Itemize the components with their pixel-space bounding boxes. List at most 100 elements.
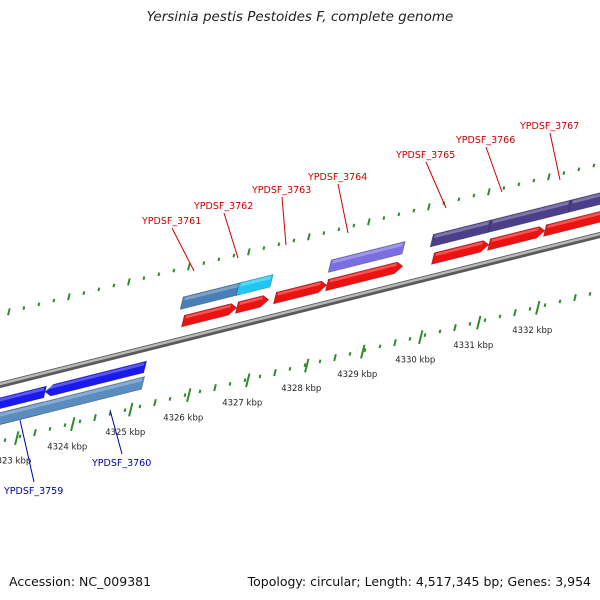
gene-label-YPDSF_3763: YPDSF_3763 — [251, 185, 311, 196]
leader-line-YPDSF_3765 — [425, 161, 447, 209]
cog-block-YPDSF_3764 — [327, 240, 406, 273]
scale-tick-label: 4323 kbp — [0, 456, 31, 466]
inner-tick-mark — [588, 291, 592, 296]
inner-tick-mark — [528, 306, 532, 311]
inner-tick-mark — [18, 434, 22, 439]
scale-major-tick — [418, 330, 424, 345]
inner-tick-mark — [273, 369, 277, 377]
gene-label-YPDSF_3759: YPDSF_3759 — [3, 486, 63, 497]
outer-tick-mark — [22, 306, 26, 311]
inner-tick-mark — [123, 408, 127, 413]
outer-tick-mark — [52, 298, 56, 303]
inner-tick-mark — [228, 381, 232, 386]
outer-tick-mark — [517, 182, 521, 187]
inner-tick-mark — [48, 426, 52, 431]
scale-tick-label: 4331 kbp — [453, 341, 493, 351]
inner-tick-mark — [93, 414, 97, 422]
outer-tick-mark — [112, 283, 116, 288]
inner-tick-mark — [408, 336, 412, 341]
inner-tick-mark — [198, 389, 202, 394]
outer-tick-mark — [487, 188, 491, 196]
inner-tick-mark — [333, 354, 337, 362]
cds-arrow-YPDSF_3760 — [44, 360, 148, 397]
outer-tick-mark — [337, 227, 341, 232]
outer-tick-mark — [7, 308, 11, 316]
outer-tick-mark — [172, 268, 176, 273]
outer-tick-mark — [352, 223, 356, 228]
outer-tick-mark — [232, 253, 236, 258]
outer-tick-mark — [457, 197, 461, 202]
scale-tick-label: 4329 kbp — [337, 370, 377, 380]
inner-tick-mark — [213, 384, 217, 392]
outer-tick-mark — [37, 302, 41, 307]
inner-tick-mark — [183, 393, 187, 398]
scale-major-tick — [70, 417, 76, 432]
scale-major-tick — [304, 358, 310, 373]
inner-tick-mark — [468, 321, 472, 326]
outer-tick-mark — [547, 173, 551, 181]
outer-tick-mark — [187, 263, 191, 271]
cog-block-YPDSF_3760 — [0, 376, 146, 425]
outer-tick-mark — [67, 293, 71, 301]
inner-tick-mark — [63, 423, 67, 428]
outer-tick-mark — [82, 291, 86, 296]
inner-tick-mark — [303, 363, 307, 368]
inner-tick-mark — [513, 309, 517, 317]
gene-label-YPDSF_3760: YPDSF_3760 — [91, 458, 151, 469]
inner-tick-mark — [453, 324, 457, 332]
scale-tick-label: 4332 kbp — [512, 326, 552, 336]
inner-tick-mark — [258, 374, 262, 379]
gene-label-YPDSF_3761: YPDSF_3761 — [141, 216, 201, 227]
backbone-rail-inner — [0, 232, 600, 386]
inner-tick-mark — [168, 396, 172, 401]
outer-tick-mark — [577, 167, 581, 172]
outer-tick-mark — [157, 272, 161, 277]
leader-line-YPDSF_3760 — [109, 409, 123, 455]
gene-label-YPDSF_3766: YPDSF_3766 — [455, 135, 515, 146]
cog-feature-track — [0, 192, 600, 425]
inner-tick-mark — [483, 318, 487, 323]
outer-tick-mark — [502, 186, 506, 191]
cds-arrow-YPDSF_3766 — [486, 226, 546, 251]
outer-tick-mark — [97, 287, 101, 292]
cds-arrow-YPDSF_3762 — [234, 295, 270, 314]
scale-tick-label: 4324 kbp — [47, 442, 87, 452]
outer-tick-mark — [427, 203, 431, 211]
cog-block-YPDSF_3767 — [567, 192, 600, 213]
cds-arrow-YPDSF_3767 — [542, 211, 600, 237]
inner-tick-mark — [543, 303, 547, 308]
gene-label-YPDSF_3767: YPDSF_3767 — [519, 121, 579, 132]
leader-line-YPDSF_3759 — [19, 419, 35, 483]
cog-block-YPDSF_3762 — [235, 273, 274, 296]
inner-tick-mark — [393, 339, 397, 347]
leader-line-YPDSF_3764 — [337, 183, 349, 234]
inner-tick-mark — [243, 378, 247, 383]
outer-tick-mark — [127, 278, 131, 286]
leader-line-YPDSF_3762 — [223, 212, 239, 259]
scale-major-tick — [535, 300, 541, 315]
leader-line-YPDSF_3767 — [549, 132, 561, 181]
outer-tick-mark — [532, 178, 536, 183]
scale-major-tick — [245, 373, 251, 388]
cds-feature-track — [0, 211, 600, 409]
scale-major-tick — [186, 388, 192, 403]
inner-tick-mark — [318, 359, 322, 364]
inner-tick-mark — [138, 404, 142, 409]
inner-tick-mark — [153, 399, 157, 407]
outer-tick-mark — [247, 248, 251, 256]
outer-tick-mark — [262, 246, 266, 251]
outer-tick-mark — [292, 238, 296, 243]
outer-tick-mark — [367, 218, 371, 226]
inner-tick-mark — [378, 344, 382, 349]
scale-major-tick — [360, 344, 366, 359]
scale-major-tick — [14, 431, 20, 446]
scale-tick-label: 4325 kbp — [105, 428, 145, 438]
genome-backbone — [0, 231, 600, 389]
gene-label-YPDSF_3764: YPDSF_3764 — [307, 172, 367, 183]
inner-tick-mark — [363, 348, 367, 353]
gene-labels: YPDSF_3759 YPDSF_3760 YPDSF_3761 YPDSF_3762… — [3, 121, 579, 497]
outer-tick-mark — [592, 163, 596, 168]
leader-line-YPDSF_3766 — [485, 146, 503, 193]
inner-tick-mark — [573, 294, 577, 302]
